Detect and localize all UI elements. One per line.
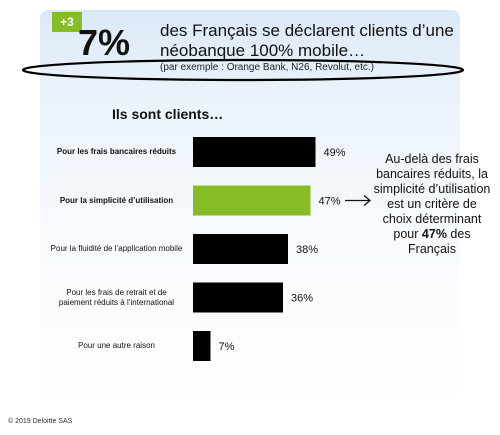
bar-value-label: 47% bbox=[319, 196, 341, 208]
annotation-note: Au-delà des frais bancaires réduits, la … bbox=[372, 152, 492, 257]
category-label: Pour les frais de retrait et de paiement… bbox=[58, 287, 175, 307]
bar-value-label: 36% bbox=[291, 293, 313, 305]
bar bbox=[193, 137, 316, 167]
headline-text: des Français se déclarent clients d’une … bbox=[160, 21, 454, 60]
chart-title: Ils sont clients… bbox=[112, 106, 224, 122]
copyright: © 2019 Deloitte SAS bbox=[8, 418, 73, 425]
change-badge: +3 bbox=[52, 12, 82, 32]
annotation-highlight: 47% bbox=[421, 227, 447, 241]
bar bbox=[193, 185, 311, 216]
category-label: Pour les frais bancaires réduits bbox=[56, 147, 177, 156]
bar bbox=[193, 282, 283, 313]
headline-percent: 7% bbox=[78, 22, 131, 63]
bar bbox=[193, 234, 288, 264]
bar-value-label: 7% bbox=[219, 341, 235, 353]
category-label: Pour une autre raison bbox=[78, 341, 155, 350]
annotation-text-end: des Français bbox=[408, 227, 471, 256]
bar bbox=[193, 331, 211, 361]
bar-value-label: 38% bbox=[296, 244, 318, 256]
headline-examples: (par exemple : Orange Bank, N26, Revolut… bbox=[160, 62, 374, 73]
annotation-text: Au-delà des frais bancaires réduits, la … bbox=[373, 152, 491, 241]
arrow-right-icon bbox=[345, 195, 372, 206]
bar-value-label: 49% bbox=[324, 147, 346, 159]
category-label: Pour la simplicité d’utilisation bbox=[59, 195, 174, 205]
category-label: Pour la fluidité de l’application mobile bbox=[50, 244, 183, 253]
